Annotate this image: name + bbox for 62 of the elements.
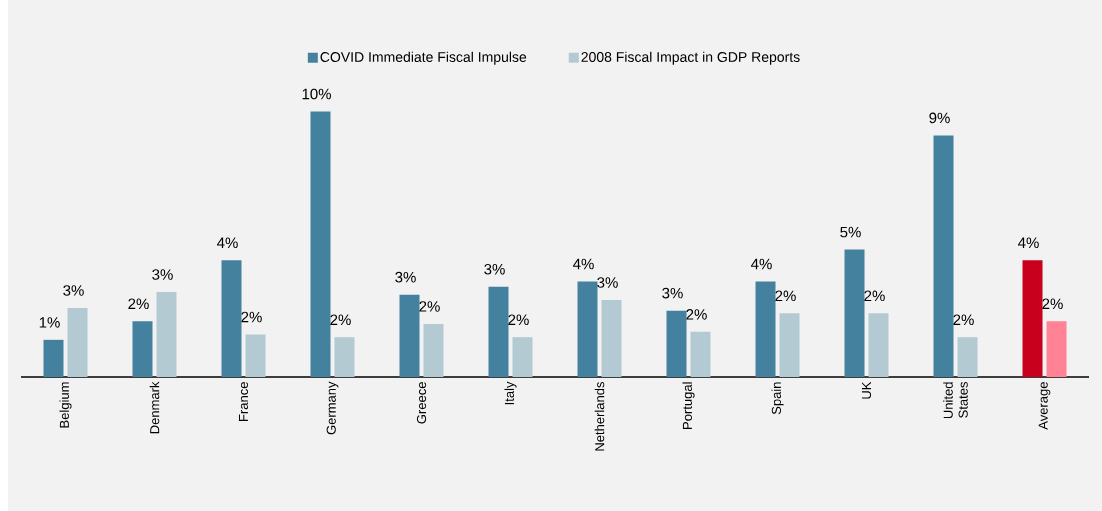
data-label: 9%: [929, 112, 950, 124]
data-label: 4%: [217, 237, 238, 248]
data-label: 5%: [840, 226, 861, 238]
legend-label: COVID Immediate Fiscal Impulse: [320, 51, 527, 65]
bar: [423, 323, 444, 377]
data-label: 2%: [241, 311, 262, 323]
data-label: 4%: [1018, 237, 1039, 248]
x-tick-label: France: [238, 382, 249, 421]
data-label: 2%: [419, 301, 440, 312]
data-label: 2%: [128, 298, 149, 310]
bar: [690, 331, 711, 377]
bar: [245, 334, 266, 377]
x-tick-label: Greece: [416, 382, 427, 424]
x-tick-label: UK: [861, 381, 872, 399]
bar: [933, 135, 954, 377]
x-tick-label: United States: [943, 381, 968, 419]
x-tick-label: Denmark: [149, 381, 160, 434]
bar: [43, 339, 64, 377]
data-label: 3%: [597, 277, 618, 288]
bar: [666, 310, 687, 377]
data-label: 2%: [864, 290, 885, 302]
data-label: 10%: [302, 88, 331, 100]
data-label: 3%: [395, 271, 416, 283]
data-label: 4%: [573, 258, 594, 270]
data-label: 2%: [953, 314, 974, 325]
bar: [221, 260, 242, 377]
data-label: 2%: [1042, 298, 1063, 310]
data-label: 3%: [63, 285, 84, 296]
bar: [844, 249, 865, 377]
bar: [488, 286, 509, 377]
bar: [334, 337, 355, 377]
x-tick-label: Spain: [771, 382, 784, 415]
x-tick-label: Netherlands: [594, 382, 605, 451]
bar: [755, 281, 776, 377]
bar: [1046, 321, 1067, 377]
bar: [399, 294, 420, 377]
bar: [512, 337, 533, 377]
x-tick-label: Germany: [326, 381, 339, 435]
data-label: 2%: [775, 290, 796, 302]
bar: [779, 313, 800, 377]
bar: [156, 292, 177, 377]
data-label: 2%: [508, 314, 529, 325]
data-label: 4%: [751, 258, 772, 270]
x-tick-label: Average: [1038, 382, 1051, 430]
bar: [601, 300, 622, 377]
data-label: 2%: [686, 309, 707, 320]
legend-label: 2008 Fiscal Impact in GDP Reports: [581, 51, 800, 65]
bar: [1022, 260, 1043, 377]
bar: [868, 313, 889, 377]
data-label: 2%: [330, 314, 351, 325]
bar: [577, 281, 598, 377]
x-tick-label: Portugal: [682, 382, 695, 429]
bar: [67, 307, 88, 377]
data-label: 3%: [662, 287, 683, 299]
bar: [132, 321, 153, 377]
data-label: 1%: [39, 317, 60, 328]
bar: [310, 111, 331, 377]
bar: [957, 337, 978, 377]
data-label: 3%: [152, 269, 173, 280]
x-tick-label: Italy: [504, 381, 517, 405]
x-tick-label: Belgium: [59, 382, 72, 428]
data-label: 3%: [484, 263, 505, 275]
